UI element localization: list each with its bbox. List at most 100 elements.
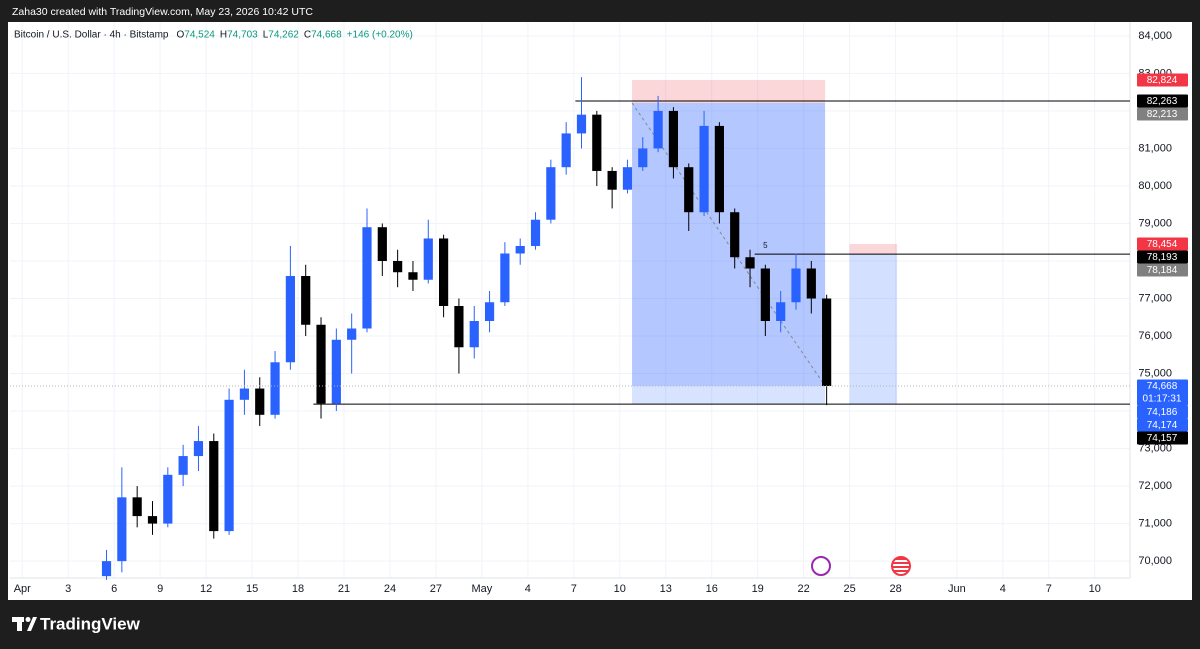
price-label: 82,213	[1147, 109, 1178, 120]
candle-body	[347, 328, 357, 340]
candle-body	[714, 125, 724, 213]
candle-body	[684, 167, 694, 213]
y-tick-label: 84,000	[1138, 30, 1172, 42]
candle-body	[255, 388, 265, 415]
y-tick-label: 70,000	[1138, 555, 1172, 567]
candle-body	[806, 268, 816, 299]
stop-zone	[632, 80, 826, 103]
x-tick-label: 19	[752, 583, 764, 595]
candle-body	[408, 272, 418, 280]
x-tick-label: 7	[1046, 583, 1052, 595]
candle-body	[224, 399, 234, 532]
candle-body	[301, 275, 311, 325]
price-label-bg	[1137, 94, 1188, 108]
candle-body	[653, 110, 663, 149]
candle-body	[316, 324, 326, 404]
x-tick-label: 24	[384, 583, 396, 595]
x-tick-label: 10	[614, 583, 626, 595]
x-tick-label: 4	[1000, 583, 1006, 595]
candle-body	[270, 362, 280, 415]
x-tick-label: Jun	[948, 583, 966, 595]
event-icon[interactable]	[811, 556, 831, 576]
candle-body	[439, 238, 449, 307]
candle-body	[163, 474, 173, 524]
candle-body	[730, 212, 740, 258]
price-label-bg	[1137, 431, 1188, 445]
candle-body	[377, 227, 387, 261]
candle-body	[791, 268, 801, 303]
candle-body	[239, 388, 250, 400]
y-tick-label: 77,000	[1138, 292, 1172, 304]
stop-zone	[849, 243, 898, 254]
event-icon[interactable]	[891, 556, 911, 576]
x-tick-label: 13	[660, 583, 672, 595]
legend-value: 74,262	[268, 30, 299, 41]
price-label-bg	[1137, 379, 1188, 406]
price-label-bg	[1137, 263, 1188, 277]
candle-body	[576, 114, 587, 134]
price-label-bg	[1137, 250, 1188, 264]
price-label-bg	[1137, 107, 1188, 121]
price-label-bg	[1137, 73, 1188, 87]
price-label: 74,668	[1147, 381, 1178, 392]
candle-body	[546, 167, 556, 220]
x-tick-label: 12	[200, 583, 212, 595]
candle-body	[638, 148, 648, 168]
candle-body	[209, 441, 219, 532]
legend-value: 74,703	[227, 30, 258, 41]
candle-body	[561, 133, 571, 168]
x-tick-label: 27	[430, 583, 442, 595]
candle-body	[393, 260, 403, 273]
y-tick-label: 71,000	[1138, 518, 1172, 530]
y-tick-label: 79,000	[1138, 217, 1172, 229]
candle-body	[285, 275, 295, 363]
x-tick-label: 4	[525, 583, 531, 595]
price-label: 82,824	[1147, 75, 1178, 86]
x-tick-label: 10	[1089, 583, 1101, 595]
logo	[12, 617, 37, 631]
legend-value: 74,668	[311, 30, 342, 41]
header-bar	[0, 0, 1200, 22]
candle-body	[362, 227, 372, 329]
candle-body	[776, 302, 786, 322]
candle-body	[515, 245, 525, 254]
legend-key: O	[177, 30, 185, 41]
legend-value: 74,524	[184, 30, 215, 41]
price-countdown: 01:17:31	[1143, 394, 1182, 405]
candle-body	[147, 516, 158, 524]
y-tick-label: 75,000	[1138, 367, 1172, 379]
candle-body	[132, 497, 142, 517]
x-tick-label: 21	[338, 583, 350, 595]
price-label: 78,193	[1147, 252, 1178, 263]
candle-body	[500, 253, 510, 303]
legend-change: +146 (+0.20%)	[347, 30, 413, 41]
x-tick-label: 15	[246, 583, 258, 595]
symbol-name: Bitcoin / U.S. Dollar · 4h · Bitstamp	[14, 30, 169, 41]
candle-body	[193, 441, 204, 457]
candle-body	[423, 238, 433, 280]
price-label: 74,157	[1147, 433, 1178, 444]
candle-body	[101, 561, 112, 577]
x-tick-label: 25	[843, 583, 855, 595]
price-label-bg	[1137, 237, 1188, 251]
price-label: 82,263	[1147, 96, 1178, 107]
candle-body	[484, 302, 495, 322]
candle-body	[745, 257, 755, 269]
footer-bar	[0, 600, 1200, 649]
profit-zone	[632, 102, 826, 386]
x-tick-label: 22	[798, 583, 810, 595]
x-tick-label: 28	[889, 583, 901, 595]
candle-body	[607, 170, 617, 190]
header-text: Zaha30 created with TradingView.com, May…	[12, 6, 313, 18]
note: 5	[763, 241, 768, 250]
x-tick-label: 18	[292, 583, 304, 595]
y-tick-label: 81,000	[1138, 142, 1172, 154]
price-label: 74,174	[1147, 420, 1178, 431]
candle-body	[454, 306, 464, 348]
candle-body	[699, 125, 709, 213]
target-zone	[632, 385, 826, 405]
price-label: 78,184	[1147, 265, 1178, 276]
candle-body	[822, 298, 832, 386]
